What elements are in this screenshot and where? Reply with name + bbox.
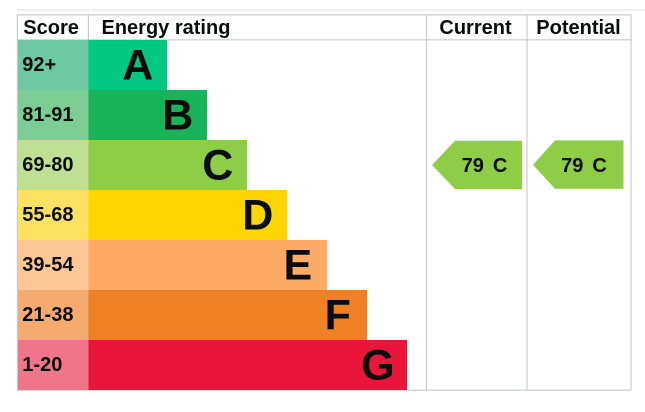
svg-text:G: G	[361, 341, 394, 389]
svg-text:B: B	[162, 91, 193, 139]
svg-text:E: E	[283, 241, 312, 289]
svg-text:69-80: 69-80	[22, 154, 73, 176]
svg-text:Score: Score	[23, 17, 79, 39]
svg-text:Energy rating: Energy rating	[102, 17, 231, 39]
svg-text:81-91: 81-91	[22, 104, 73, 126]
svg-text:Potential: Potential	[536, 17, 620, 39]
svg-text:39-54: 39-54	[22, 254, 74, 276]
svg-text:21-38: 21-38	[22, 304, 73, 326]
svg-text:1-20: 1-20	[22, 354, 62, 376]
svg-text:79 C: 79 C	[561, 155, 607, 177]
svg-text:79 C: 79 C	[462, 155, 508, 177]
svg-text:F: F	[325, 291, 351, 339]
svg-text:C: C	[202, 141, 233, 189]
svg-text:A: A	[122, 41, 153, 89]
svg-text:92+: 92+	[22, 54, 56, 76]
svg-text:55-68: 55-68	[22, 204, 73, 226]
svg-text:Current: Current	[439, 17, 512, 39]
svg-text:D: D	[242, 191, 273, 239]
